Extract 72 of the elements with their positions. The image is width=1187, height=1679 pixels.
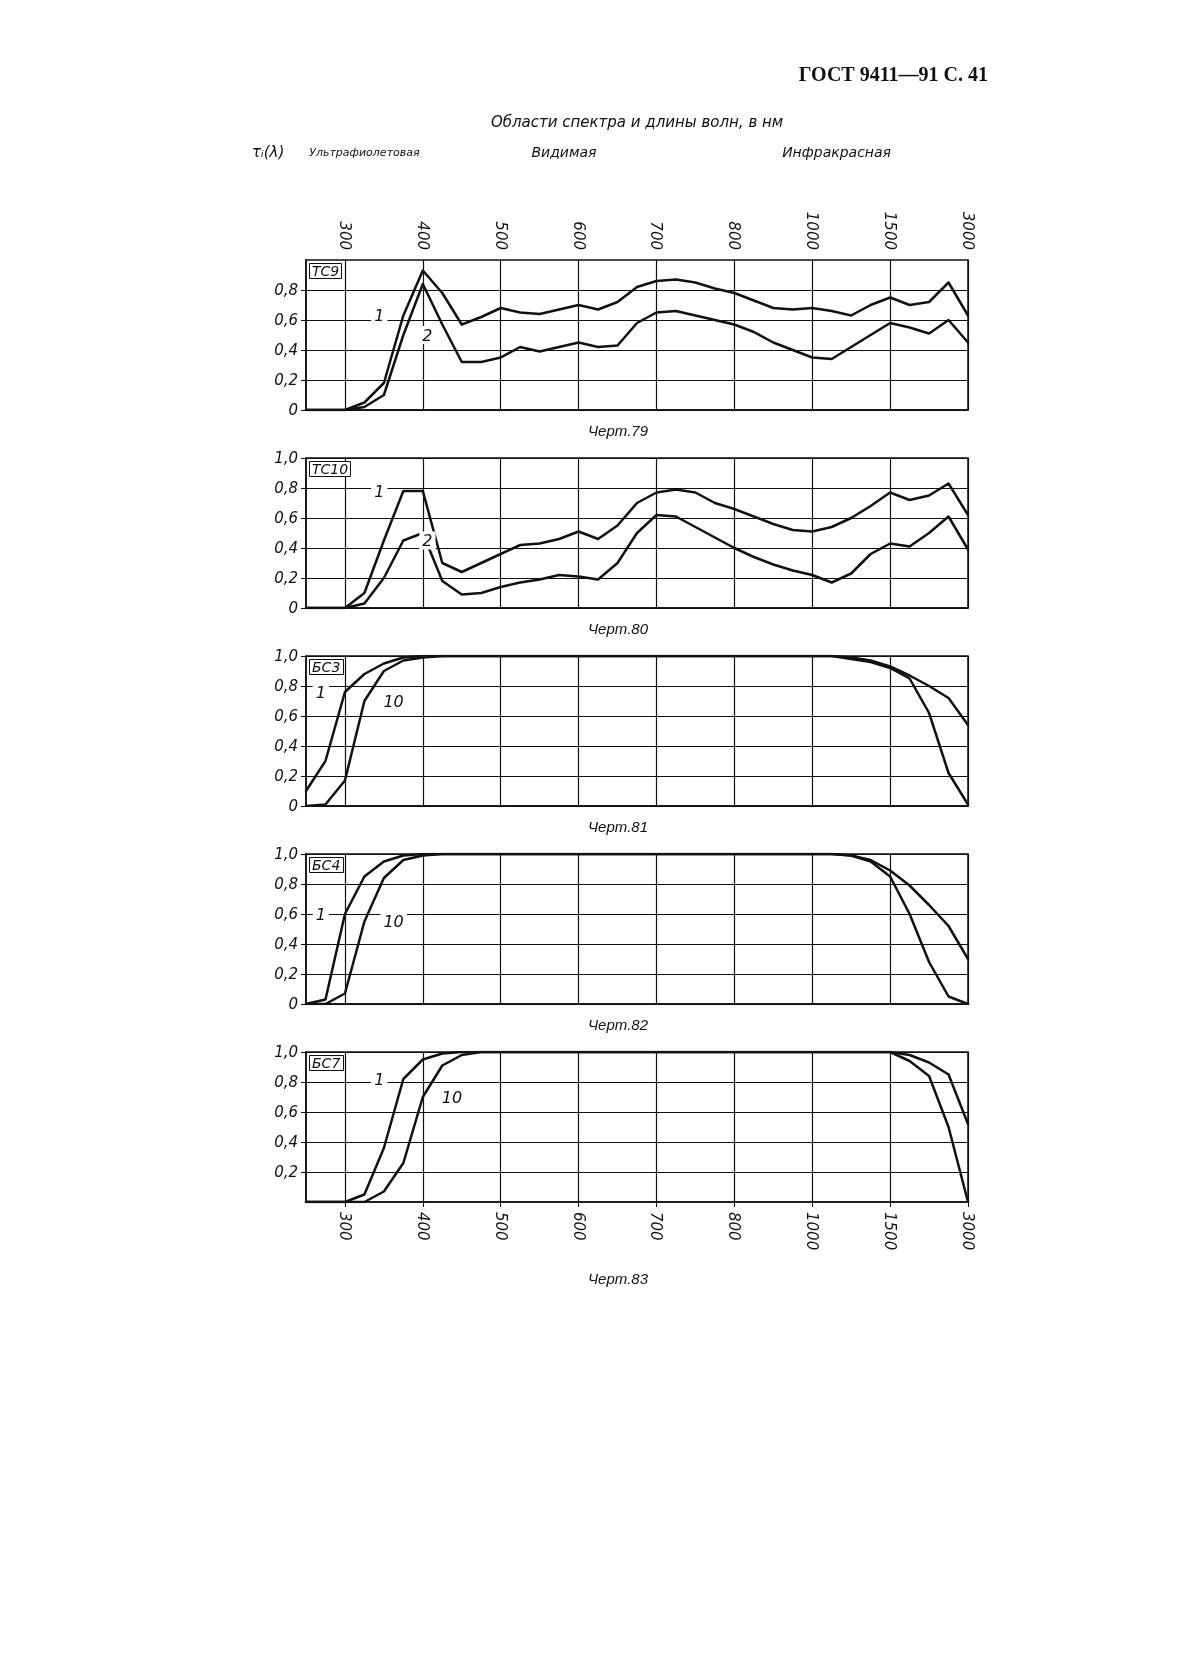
x-tick-label: 700 xyxy=(647,221,666,250)
text: Ультрафиолетовая xyxy=(309,145,420,159)
y-tick-label: 0,8 xyxy=(274,677,298,695)
series-label: 1 xyxy=(374,1069,385,1089)
y-tick-label: 0,6 xyxy=(274,707,298,725)
y-tick-label: 0,2 xyxy=(274,965,298,983)
series-label: 2 xyxy=(422,531,433,550)
x-tick-label: 3000 xyxy=(959,1212,977,1251)
y-tick-label: 0,6 xyxy=(274,905,298,923)
y-tick-label: 0,8 xyxy=(274,479,298,497)
y-tick-label: 0,2 xyxy=(274,569,298,587)
y-tick-label: 0,4 xyxy=(274,737,298,755)
chart-title: БС3 xyxy=(312,659,341,675)
chart-title: ТС9 xyxy=(312,263,340,279)
text: Области спектра и длины волн, в нм xyxy=(490,113,784,131)
y-tick-label: 0 xyxy=(288,995,298,1013)
x-tick-label: 1000 xyxy=(803,211,822,250)
y-tick-label: 0,8 xyxy=(274,1073,298,1091)
y-tick-label: 0,4 xyxy=(274,539,298,557)
x-tick-label: 600 xyxy=(569,1212,588,1241)
x-tick-label: 1500 xyxy=(881,211,900,250)
y-tick-label: 0,4 xyxy=(274,935,298,953)
x-tick-label: 300 xyxy=(335,221,354,250)
y-tick-label: 0,6 xyxy=(274,509,298,527)
y-tick-label: 1,0 xyxy=(274,845,298,863)
series-label: 1 xyxy=(374,306,385,325)
x-tick-label: 1000 xyxy=(803,1212,822,1251)
y-tick-label: 0,4 xyxy=(274,341,298,359)
y-tick-label: 0,2 xyxy=(274,767,298,785)
series-label: 10 xyxy=(383,691,404,711)
y-tick-label: 0,6 xyxy=(274,1103,298,1121)
x-tick-label: 1500 xyxy=(881,1212,900,1251)
y-tick-label: 0 xyxy=(288,599,298,617)
y-tick-label: 0,4 xyxy=(274,1133,298,1151)
x-tick-label: 800 xyxy=(725,1212,744,1241)
legend-label: 1 xyxy=(315,682,326,702)
chart-title: БС4 xyxy=(312,857,341,873)
y-tick-label: 0,2 xyxy=(274,371,298,389)
text: Черт.82 xyxy=(588,1016,649,1033)
y-tick-label: 0,6 xyxy=(274,311,298,329)
x-tick-label: 500 xyxy=(491,1212,510,1241)
y-tick-label: 0,2 xyxy=(274,1163,298,1181)
series-label: 1 xyxy=(315,904,326,924)
text: Черт.79 xyxy=(588,422,649,439)
text: Видимая xyxy=(531,144,597,160)
x-tick-label: 400 xyxy=(413,1212,432,1241)
text: Инфракрасная xyxy=(782,144,891,160)
series-label: 10 xyxy=(383,912,404,931)
y-tick-label: 1,0 xyxy=(274,449,298,467)
x-tick-label: 500 xyxy=(491,221,510,250)
chart-title: БС7 xyxy=(312,1055,341,1071)
x-tick-label: 800 xyxy=(725,221,744,250)
y-tick-label: 0,8 xyxy=(274,281,298,299)
text: Черт.81 xyxy=(588,818,648,835)
x-tick-label: 600 xyxy=(569,221,588,250)
y-axis-title: τᵢ(λ) xyxy=(252,143,285,161)
y-tick-label: 0 xyxy=(288,401,298,419)
series-label: 10 xyxy=(441,1087,463,1107)
y-tick-label: 0 xyxy=(288,797,298,815)
x-tick-label: 700 xyxy=(647,1212,666,1241)
text: Черт.80 xyxy=(588,620,649,637)
series-label: 1 xyxy=(374,481,385,501)
x-tick-label: 300 xyxy=(335,1212,354,1241)
text: Черт.83 xyxy=(588,1270,649,1287)
chart-title: ТС10 xyxy=(312,461,349,477)
series-label: 2 xyxy=(422,325,433,345)
text: ГОСТ 9411—91 С. 41 xyxy=(798,63,989,85)
y-tick-label: 0,8 xyxy=(274,875,298,893)
y-tick-label: 1,0 xyxy=(274,647,298,665)
x-tick-label: 3000 xyxy=(959,211,977,250)
y-tick-label: 1,0 xyxy=(274,1043,298,1061)
x-tick-label: 400 xyxy=(413,221,432,250)
